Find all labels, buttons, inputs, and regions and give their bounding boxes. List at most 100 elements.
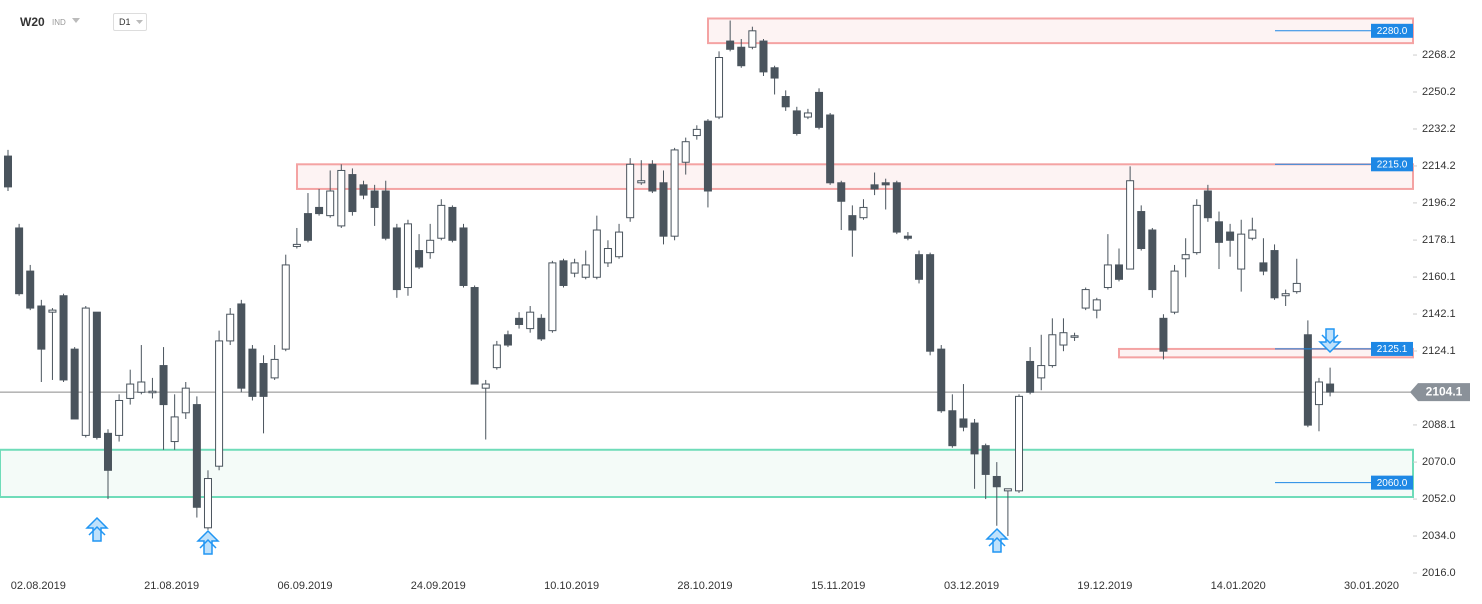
- x-tick-label: 15.11.2019: [811, 580, 865, 592]
- candle-body: [870, 184, 879, 190]
- y-tick-label: 2052.0: [1422, 493, 1456, 505]
- candle-body: [981, 445, 990, 475]
- candle-body: [1303, 334, 1312, 426]
- candle-body: [326, 190, 335, 217]
- candle-body: [1148, 229, 1157, 291]
- candle-body: [70, 348, 79, 420]
- candle-body: [1037, 365, 1046, 379]
- candle-body: [1326, 383, 1335, 393]
- y-tick-label: 2142.1: [1422, 308, 1456, 320]
- signal-arrow: [1318, 328, 1342, 354]
- candle-body: [1281, 293, 1290, 297]
- candle-body: [392, 227, 401, 291]
- candle-body: [292, 243, 301, 247]
- candle-body: [726, 40, 735, 50]
- candle-body: [1015, 395, 1024, 492]
- candle-body: [1248, 229, 1257, 239]
- candle-body: [581, 264, 590, 278]
- x-tick-label: 28.10.2019: [677, 580, 732, 592]
- candle-body: [115, 399, 124, 436]
- candle-body: [415, 250, 424, 268]
- signal-arrow-chevron: [988, 536, 1006, 547]
- candle-body: [1192, 204, 1201, 254]
- candle-body: [715, 57, 724, 118]
- x-tick-label: 06.09.2019: [277, 580, 332, 592]
- candle-body: [1259, 262, 1268, 272]
- candle-body: [1048, 334, 1057, 367]
- candle-body: [1270, 250, 1279, 299]
- y-tick-label: 2178.1: [1422, 234, 1456, 246]
- candle-body: [837, 182, 846, 202]
- candle-body: [1314, 381, 1323, 406]
- level-label-box: [1371, 475, 1413, 490]
- candle-body: [370, 190, 379, 208]
- symbol: W20: [20, 15, 45, 29]
- candle-body: [437, 204, 446, 239]
- candle-body: [1059, 332, 1068, 346]
- candle-body: [626, 163, 635, 219]
- candle-body: [248, 348, 257, 397]
- symbol-dropdown[interactable]: [72, 18, 82, 24]
- candle-body: [803, 112, 812, 118]
- candle-body: [559, 260, 568, 286]
- signal-arrow-chevron: [1321, 334, 1339, 345]
- candle-body: [1237, 233, 1246, 270]
- candle-body: [603, 248, 612, 264]
- signal-arrow-chevron: [199, 538, 217, 549]
- candle-body: [203, 478, 212, 529]
- x-tick-label: 21.08.2019: [144, 580, 199, 592]
- candle-body: [403, 223, 412, 289]
- level-label-box: [1371, 341, 1413, 356]
- y-tick-label: 2016.0: [1422, 567, 1456, 579]
- candle-body: [792, 110, 801, 134]
- candle-body: [481, 383, 490, 389]
- signal-arrow: [985, 527, 1009, 553]
- candle-body: [215, 340, 224, 467]
- x-tick-label: 24.09.2019: [411, 580, 466, 592]
- candle-body: [759, 40, 768, 73]
- candle-body: [615, 231, 624, 258]
- candle-body: [459, 227, 468, 286]
- candle-body: [637, 180, 646, 184]
- candle-body: [881, 182, 890, 186]
- last-price-box: [1410, 383, 1470, 402]
- candle-body: [537, 317, 546, 340]
- y-tick-label: 2250.2: [1422, 86, 1456, 98]
- x-tick-label: 02.08.2019: [11, 580, 66, 592]
- y-tick-label: 2268.2: [1422, 49, 1456, 61]
- candle-body: [492, 344, 501, 369]
- candle-body: [648, 163, 657, 192]
- signal-arrow: [85, 516, 109, 542]
- zone: [296, 163, 1414, 190]
- candle-body: [692, 128, 701, 137]
- candle-body: [1081, 289, 1090, 309]
- candle-body: [826, 114, 835, 184]
- timeframe-select[interactable]: D1: [113, 13, 147, 31]
- candle-body: [748, 30, 757, 48]
- candle-body: [92, 311, 101, 438]
- level-label: 2125.1: [1377, 344, 1408, 355]
- candle-body: [426, 239, 435, 254]
- candle-body: [1181, 254, 1190, 260]
- timeframe: D1: [119, 17, 131, 27]
- candle-body: [815, 91, 824, 128]
- y-tick-label: 2232.2: [1422, 123, 1456, 135]
- candle-body: [181, 387, 190, 414]
- candle-body: [703, 120, 712, 192]
- candle-body: [548, 262, 557, 332]
- candle-body: [915, 254, 924, 280]
- candle-body: [959, 418, 968, 428]
- candle-body: [1126, 180, 1135, 270]
- candle-body: [992, 475, 1001, 488]
- candle-body: [470, 287, 479, 385]
- candle-body: [970, 422, 979, 455]
- candle-body: [37, 305, 46, 350]
- candle-body: [681, 141, 690, 163]
- candle-body: [359, 184, 368, 196]
- x-tick-label: 10.10.2019: [544, 580, 599, 592]
- candle-body: [1092, 299, 1101, 311]
- level-label: 2280.0: [1377, 26, 1408, 37]
- candle-body: [1070, 335, 1079, 338]
- candle-body: [1137, 211, 1146, 250]
